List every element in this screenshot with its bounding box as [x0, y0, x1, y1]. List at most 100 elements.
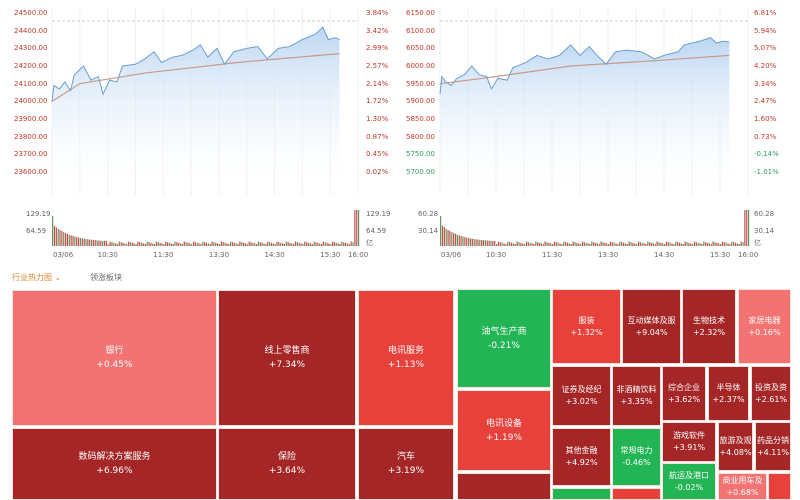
volume-bar — [460, 236, 462, 246]
heatmap-tile[interactable]: 油气生产商 -0.21% — [457, 289, 551, 388]
heatmap-tile[interactable]: 电讯设备 +1.19% — [457, 390, 551, 471]
tile-name: 互动媒体及服 — [627, 315, 676, 325]
volume-bar — [527, 242, 529, 246]
volume-bar — [720, 244, 722, 246]
tile-name: 非酒精饮料 — [616, 385, 657, 394]
heatmap-tile[interactable]: 证券及经纪 +3.02% — [552, 366, 611, 426]
heatmap-tile[interactable]: 保险 +3.64% — [218, 428, 356, 500]
volume-bar — [144, 244, 146, 246]
heatmap-tile[interactable] — [768, 473, 791, 500]
tab-leading-sectors[interactable]: 领涨板块 — [90, 273, 122, 282]
volume-bar — [59, 229, 61, 246]
heatmap-tile[interactable]: 服装 +1.32% — [552, 289, 621, 364]
tile-name: 线上零售商 — [264, 346, 310, 356]
tab-industry-heatmap[interactable]: 行业热力图 ⌄ — [12, 272, 61, 283]
heatmap-tile[interactable]: 商业用车及 +0.68% — [718, 473, 767, 500]
tile-name: 商业用车及 — [722, 475, 763, 485]
volume-bar — [122, 242, 124, 246]
volume-bar — [546, 242, 548, 246]
volume-bar — [611, 242, 613, 246]
tile-name: 数码解决方案服务 — [78, 452, 151, 462]
heatmap-tile[interactable]: 常规电力 -0.46% — [612, 428, 661, 486]
volume-bar — [718, 243, 720, 246]
volume-bar — [141, 242, 143, 246]
volume-bar — [710, 244, 712, 246]
volume-bar — [440, 216, 442, 246]
tile-change: +2.61% — [754, 394, 788, 404]
volume-bar — [311, 244, 313, 246]
tile-change: +1.32% — [570, 327, 603, 337]
volume-bar — [736, 243, 738, 246]
volume-bar — [322, 241, 324, 246]
volume-bar — [328, 243, 330, 246]
volume-bar — [233, 242, 235, 246]
heatmap-tile[interactable] — [552, 488, 611, 500]
volume-bar — [61, 231, 63, 246]
volume-bar — [538, 242, 541, 246]
heatmap-tile[interactable]: 综合企业 +3.62% — [662, 366, 706, 421]
heatmap-tile[interactable]: 数码解决方案服务 +6.96% — [12, 428, 217, 500]
heatmap-tile[interactable]: 游戏软件 +3.91% — [662, 422, 716, 462]
volume-bar — [64, 233, 67, 246]
volume-bar — [451, 232, 453, 246]
volume-bar — [740, 241, 742, 246]
volume-bar — [257, 241, 260, 246]
heatmap-tile[interactable]: 投资及资 +2.61% — [751, 366, 791, 421]
volume-bar — [155, 241, 158, 246]
volume-bar — [712, 241, 714, 246]
volume-bar — [734, 242, 737, 246]
volume-bar — [174, 241, 176, 246]
tile-name: 综合企业 — [668, 382, 700, 392]
heatmap-tile[interactable]: 互动媒体及服 +9.04% — [622, 289, 681, 364]
heatmap-tile[interactable] — [457, 473, 551, 500]
volume-unit: 亿 — [366, 239, 373, 247]
heatmap-tile[interactable] — [612, 488, 661, 500]
volume-bar — [76, 237, 78, 246]
volume-bar — [665, 241, 668, 246]
heatmap-tile[interactable]: 家居电器 +0.16% — [738, 289, 791, 364]
volume-bar — [319, 243, 321, 246]
volume-bar — [705, 242, 707, 246]
volume-bar — [159, 242, 161, 246]
tile-change: +1.13% — [387, 360, 425, 370]
volume-bar — [475, 239, 477, 246]
volume-bar — [723, 242, 725, 246]
volume-bar — [126, 244, 128, 246]
heatmap-tile[interactable]: 汽车 +3.19% — [358, 428, 454, 500]
volume-bar — [81, 238, 83, 246]
heatmap-tile[interactable]: 航运及港口 -0.02% — [662, 463, 716, 500]
volume-bar — [443, 227, 445, 246]
volume-bar — [296, 242, 298, 246]
volume-bar — [658, 242, 660, 246]
volume-bar — [192, 241, 195, 246]
volume-bar — [278, 242, 280, 246]
price-tick: 24200.00 — [14, 62, 48, 70]
volume-bar — [356, 210, 358, 246]
heatmap-tile[interactable]: 生物技术 +2.32% — [682, 289, 736, 364]
volume-bar — [714, 242, 716, 246]
heatmap-tile[interactable]: 药品分销 +4.11% — [755, 422, 791, 471]
volume-bar — [358, 210, 360, 246]
volume-bar — [673, 244, 675, 246]
heatmap-tile[interactable]: 半导体 +2.37% — [708, 366, 749, 421]
tile-name: 家居电器 — [748, 315, 781, 325]
volume-bar — [220, 241, 222, 246]
time-tick: 11:30 — [153, 251, 174, 259]
heatmap-tile[interactable]: 线上零售商 +7.34% — [218, 290, 356, 426]
volume-bar — [471, 238, 473, 246]
tile-name: 投资及资 — [755, 382, 787, 392]
volume-bar — [118, 241, 120, 246]
tile-name: 电讯设备 — [485, 418, 522, 429]
heatmap-tile[interactable]: 非酒精饮料 +3.35% — [612, 366, 661, 426]
volume-bar — [464, 237, 466, 246]
heatmap-tile[interactable]: 银行 +0.45% — [12, 290, 217, 426]
heatmap-tile[interactable]: 其他金融 +4.92% — [552, 428, 611, 486]
volume-bar — [181, 244, 184, 246]
volume-bar — [524, 244, 526, 246]
heatmap-tile[interactable]: 旅游及观 +4.08% — [718, 422, 753, 471]
volume-tick: 60.28 — [754, 210, 775, 218]
volume-bar — [179, 243, 182, 246]
percent-tick: 2.47% — [754, 97, 777, 106]
volume-bar — [458, 235, 460, 246]
heatmap-tile[interactable]: 电讯服务 +1.13% — [358, 290, 454, 426]
